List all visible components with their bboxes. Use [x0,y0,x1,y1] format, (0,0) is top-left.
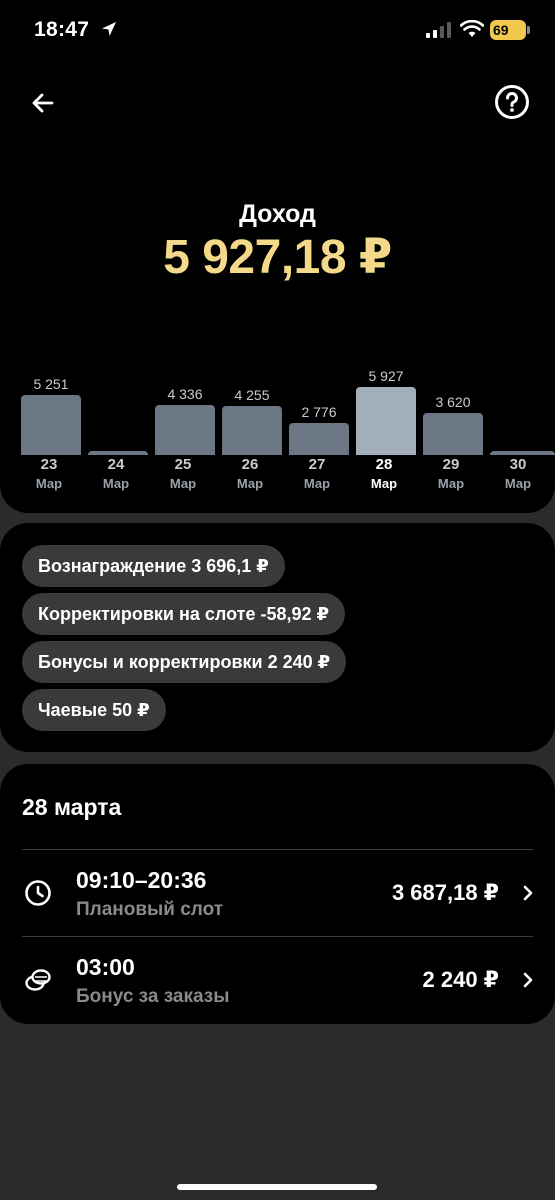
chart-month-label: Мар [236,476,264,491]
back-arrow-icon[interactable] [26,86,60,120]
income-chart: 5 251 23 Мар 24 Мар 4 336 25 Мар 4 255 26 Мар 2 776… [0,330,555,500]
status-time: 18:47 [34,18,90,41]
location-arrow-icon [102,22,116,36]
divider [22,849,533,850]
chart-day-label: 30 [509,456,527,473]
income-title: Доход [239,200,316,228]
chevron-right-icon [523,885,533,901]
slot-time: 09:10–20:36 [76,867,207,893]
chart-day-label: 29 [442,456,460,473]
chart-value-label: 2 776 [301,404,337,420]
chart-month-label: Мар [102,476,130,491]
slot-adjustments-chip[interactable]: Корректировки на слоте -58,92 ₽ [22,593,346,635]
chart-value-label: 4 336 [167,386,203,402]
income-breakdown-card: Вознаграждение 3 696,1 ₽ Корректировки н… [0,523,555,752]
chart-bar-23[interactable] [21,395,81,455]
chart-day-label: 23 [40,456,58,473]
chart-day-label: 26 [241,456,259,473]
chart-day-label: 28 [375,456,393,473]
chart-month-label: Мар [437,476,465,491]
chart-bar-29[interactable] [423,413,483,455]
day-title: 28 марта [22,794,122,820]
chart-day-label: 25 [174,456,192,473]
chart-value-label: 5 251 [33,376,69,392]
battery-indicator: 69 [490,20,526,40]
chart-month-label: Мар [370,476,398,491]
income-total: 5 927,18 ₽ [163,231,392,284]
chart-day-label: 24 [107,456,125,473]
chart-month-label: Мар [35,476,63,491]
chart-bar-25[interactable] [155,405,215,455]
chart-month-label: Мар [169,476,197,491]
cellular-signal-icon [426,22,451,38]
wifi-icon [460,20,484,37]
coins-icon [25,969,51,991]
chart-month-label: Мар [504,476,532,491]
divider [22,936,533,937]
chart-value-label: 4 255 [234,387,270,403]
reward-chip[interactable]: Вознаграждение 3 696,1 ₽ [22,545,285,587]
chart-month-label: Мар [303,476,331,491]
chart-bar-24[interactable] [88,451,148,455]
bonuses-chip[interactable]: Бонусы и корректировки 2 240 ₽ [22,641,347,683]
bonus-label: Бонус за заказы [76,986,230,1007]
chart-value-label: 5 927 [368,368,404,384]
chart-bar-27[interactable] [289,423,349,455]
day-details-card: 28 марта 09:10–20:36 Плановый слот 3 687… [0,764,555,1024]
slot-amount: 3 687,18 ₽ [391,880,499,905]
income-card: 18:47 69 Доход 5 927,18 ₽ 5 251 23 Мар 24 Ма… [0,0,555,513]
clock-icon [25,880,51,906]
chevron-right-icon [523,972,533,988]
chart-bar-30[interactable] [490,451,555,455]
chart-value-label: 3 620 [435,394,471,410]
bonus-amount: 2 240 ₽ [422,967,499,992]
status-bar: 18:47 69 [0,0,555,60]
chart-bar-28[interactable] [356,387,416,455]
bonus-time: 03:00 [76,954,135,980]
battery-tip [527,26,530,34]
chart-day-label: 27 [308,456,326,473]
help-icon[interactable] [494,84,530,120]
tips-chip[interactable]: Чаевые 50 ₽ [22,689,166,731]
chart-bar-26[interactable] [222,406,282,455]
home-indicator [177,1184,377,1190]
slot-label: Плановый слот [76,899,224,920]
